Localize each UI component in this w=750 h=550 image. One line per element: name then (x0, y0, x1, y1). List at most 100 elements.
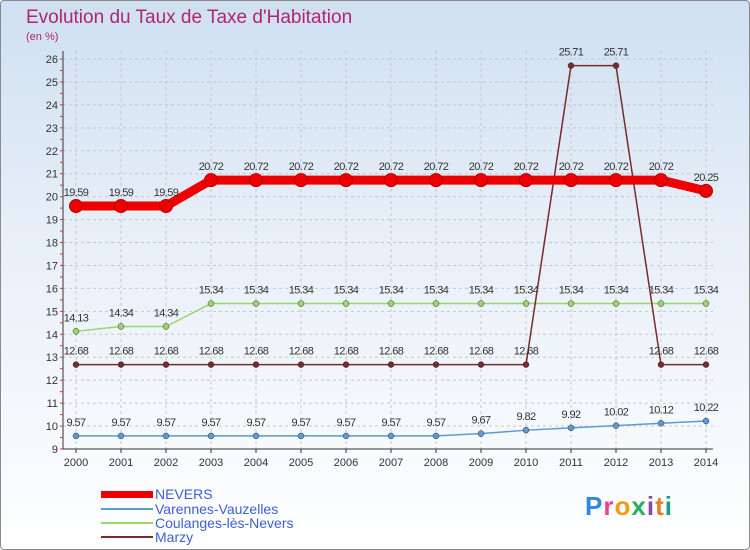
data-point-varennes-vauzelles (522, 426, 530, 434)
data-label-nevers: 20.72 (649, 161, 674, 173)
data-point-varennes-vauzelles (72, 432, 80, 440)
data-point-varennes-vauzelles (567, 424, 575, 432)
data-label-coulanges-les-nevers: 15.34 (559, 285, 584, 297)
data-label-marzy: 25.71 (604, 47, 629, 59)
data-label-varennes-vauzelles: 9.57 (426, 417, 445, 429)
data-point-marzy (342, 361, 350, 368)
legend-item-coulanges-les-nevers: Coulanges-lès-Nevers (101, 516, 294, 530)
y-tick-label: 11 (47, 398, 58, 410)
data-point-varennes-vauzelles (702, 417, 710, 425)
y-tick-label: 22 (46, 146, 58, 158)
data-label-marzy: 12.68 (244, 346, 269, 358)
data-point-marzy (432, 361, 440, 368)
data-point-nevers (204, 173, 218, 188)
data-label-varennes-vauzelles: 9.57 (66, 417, 85, 429)
x-tick-label: 2013 (649, 457, 673, 469)
brand-letter: o (614, 491, 632, 521)
data-label-varennes-vauzelles: 10.02 (604, 407, 629, 419)
data-label-marzy: 12.68 (199, 346, 224, 358)
data-point-coulanges-les-nevers (342, 300, 350, 307)
x-tick-label: 2009 (469, 457, 493, 469)
brand-letter: P (585, 491, 604, 521)
data-label-nevers: 20.72 (469, 161, 494, 173)
data-label-varennes-vauzelles: 9.57 (156, 417, 175, 429)
data-label-coulanges-les-nevers: 15.34 (199, 285, 224, 297)
data-label-nevers: 20.25 (694, 172, 719, 184)
data-label-marzy: 12.68 (424, 346, 449, 358)
y-tick-label: 17 (46, 260, 58, 272)
data-point-marzy (297, 361, 305, 368)
data-label-nevers: 20.72 (199, 161, 224, 173)
data-label-marzy: 25.71 (559, 47, 584, 59)
legend-item-marzy: Marzy (101, 530, 193, 544)
data-label-nevers: 20.72 (604, 161, 629, 173)
y-tick-label: 10 (46, 421, 58, 433)
data-label-marzy: 12.68 (469, 346, 494, 358)
x-tick-label: 2003 (199, 457, 223, 469)
y-tick-label: 14 (46, 329, 58, 341)
legend-label-nevers: NEVERS (155, 486, 213, 502)
x-tick-label: 2010 (514, 457, 538, 469)
data-point-marzy (387, 361, 395, 368)
data-point-nevers (294, 173, 308, 188)
data-point-coulanges-les-nevers (477, 300, 485, 307)
legend-item-varennes-vauzelles: Varennes-Vauzelles (101, 502, 278, 516)
y-tick-label: 12 (46, 375, 58, 387)
data-point-marzy (207, 361, 215, 368)
data-point-varennes-vauzelles (297, 432, 305, 440)
x-tick-label: 2007 (379, 457, 403, 469)
data-label-coulanges-les-nevers: 14.13 (64, 312, 89, 324)
data-point-marzy (477, 361, 485, 368)
data-point-nevers (609, 173, 623, 188)
data-point-coulanges-les-nevers (117, 323, 125, 330)
data-point-varennes-vauzelles (477, 430, 485, 437)
data-label-nevers: 19.59 (109, 187, 134, 199)
data-label-coulanges-les-nevers: 15.34 (469, 285, 494, 297)
y-tick-label: 21 (46, 169, 58, 181)
legend-label-marzy: Marzy (155, 529, 194, 545)
data-point-varennes-vauzelles (387, 432, 395, 440)
data-label-varennes-vauzelles: 9.57 (246, 417, 265, 429)
data-label-varennes-vauzelles: 9.57 (381, 417, 400, 429)
x-tick-label: 2002 (154, 457, 178, 469)
x-tick-label: 2006 (334, 457, 358, 469)
data-label-nevers: 20.72 (379, 161, 404, 173)
x-tick-label: 2012 (604, 457, 628, 469)
x-tick-label: 2011 (559, 457, 583, 469)
data-label-nevers: 20.72 (334, 161, 359, 173)
y-tick-label: 9 (52, 444, 58, 456)
brand-letter: i (664, 491, 673, 521)
legend-swatch-marzy (101, 536, 153, 538)
y-tick-label: 25 (46, 77, 58, 89)
data-point-nevers (564, 173, 578, 188)
data-point-nevers (429, 173, 443, 188)
data-point-coulanges-les-nevers (522, 300, 530, 307)
data-point-marzy (567, 62, 575, 69)
data-point-coulanges-les-nevers (387, 300, 395, 307)
data-point-marzy (72, 361, 80, 368)
data-label-nevers: 20.72 (289, 161, 314, 173)
data-label-varennes-vauzelles: 9.57 (111, 417, 130, 429)
data-point-varennes-vauzelles (117, 432, 125, 440)
data-label-varennes-vauzelles: 9.57 (201, 417, 220, 429)
data-label-marzy: 12.68 (289, 346, 314, 358)
y-tick-label: 13 (46, 352, 58, 364)
data-point-varennes-vauzelles (342, 432, 350, 440)
brand-letter: r (603, 491, 615, 521)
data-label-varennes-vauzelles: 9.57 (291, 417, 310, 429)
data-label-nevers: 20.72 (424, 161, 449, 173)
data-point-nevers (114, 199, 128, 214)
y-axis-unit: (en %) (26, 31, 59, 43)
data-label-marzy: 12.68 (514, 346, 539, 358)
legend-swatch-varennes-vauzelles (101, 508, 153, 510)
data-point-coulanges-les-nevers (432, 300, 440, 307)
x-tick-label: 2005 (289, 457, 313, 469)
data-point-nevers (69, 199, 83, 214)
data-label-coulanges-les-nevers: 14.34 (154, 307, 179, 319)
data-point-coulanges-les-nevers (72, 328, 80, 335)
data-point-nevers (519, 173, 533, 188)
data-label-coulanges-les-nevers: 15.34 (424, 285, 449, 297)
data-label-marzy: 12.68 (64, 346, 89, 358)
brand-logo: Proxiti (585, 491, 673, 522)
data-point-coulanges-les-nevers (297, 300, 305, 307)
